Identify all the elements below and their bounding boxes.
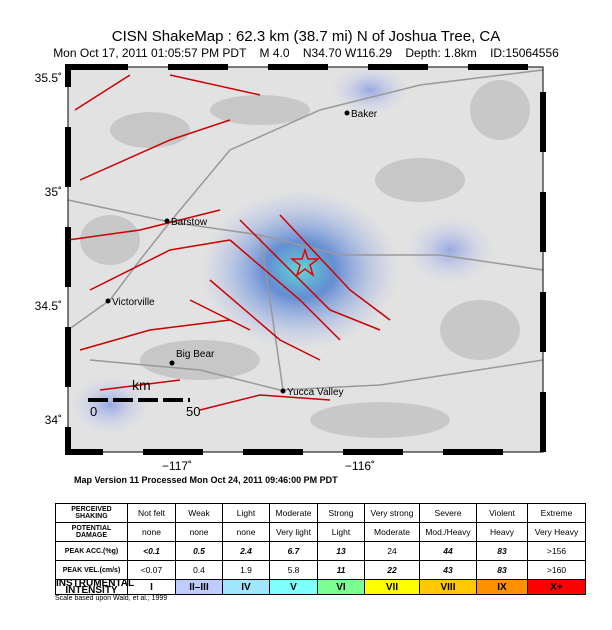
legend-cell: Extreme xyxy=(527,503,586,523)
city-label: Baker xyxy=(351,109,378,120)
lat-label: 34˚ xyxy=(45,413,62,427)
legend-row: INSTRUMENTAL INTENSITY I II–III IV V VI VII VII… xyxy=(55,578,586,596)
lat-label: 34.5˚ xyxy=(35,299,62,313)
scale-end: 50 xyxy=(186,404,200,419)
map: 35.5˚ 35˚ 34.5˚ 34˚ −117˚ −116˚ Baker Barstow Vi… xyxy=(35,64,546,473)
legend-cell: 1.9 xyxy=(222,560,270,580)
map-version: Map Version 11 Processed Mon Oct 24, 201… xyxy=(74,475,338,485)
legend-cell: Heavy xyxy=(476,522,528,542)
legend-cell: Very strong xyxy=(364,503,420,523)
legend-cell: Moderate xyxy=(269,503,318,523)
legend-cell: Very Heavy xyxy=(527,522,586,542)
legend-cell: Moderate xyxy=(364,522,420,542)
legend-cell: 6.7 xyxy=(269,541,318,561)
subtitle: Mon Oct 17, 2011 01:05:57 PM PDT M 4.0 N… xyxy=(53,46,559,60)
legend-cell: Strong xyxy=(317,503,365,523)
row-header: PERCEIVED SHAKING xyxy=(55,503,128,523)
legend-cell: 44 xyxy=(419,541,477,561)
legend-cell: VIII xyxy=(419,579,477,595)
city-label: Big Bear xyxy=(176,349,215,360)
legend-cell: 83 xyxy=(476,560,528,580)
legend-cell: none xyxy=(127,522,176,542)
lat-label: 35.5˚ xyxy=(35,71,62,85)
legend-cell: 0.4 xyxy=(175,560,223,580)
legend-cell: VII xyxy=(364,579,420,595)
city-dot xyxy=(280,388,286,394)
city-dot xyxy=(164,218,170,224)
legend-cell: >160 xyxy=(527,560,586,580)
city-dot xyxy=(344,110,350,116)
legend-cell: 43 xyxy=(419,560,477,580)
legend-cell: 5.8 xyxy=(269,560,318,580)
legend-cell: Weak xyxy=(175,503,223,523)
faults xyxy=(67,74,391,411)
scale-note: Scale based upon Wald, et al.; 1999 xyxy=(55,595,168,602)
legend-cell: Severe xyxy=(419,503,477,523)
legend-cell: Light xyxy=(222,503,270,523)
legend-cell: VI xyxy=(317,579,365,595)
intensity-area xyxy=(70,375,150,435)
legend-row: PEAK VEL.(cm/s) <0.07 0.4 1.9 5.8 11 22 43 83 >16… xyxy=(55,560,586,580)
city-label: Victorville xyxy=(112,297,155,308)
intensity-legend: PERCEIVED SHAKING Not felt Weak Light Modera… xyxy=(55,503,586,596)
legend-cell: none xyxy=(222,522,270,542)
city-dot xyxy=(169,360,175,366)
lat-label: 35˚ xyxy=(45,185,62,199)
city-label: Yucca Valley xyxy=(287,387,344,398)
legend-cell: 2.4 xyxy=(222,541,270,561)
terrain xyxy=(80,80,530,438)
legend-row: POTENTIAL DAMAGE none none none Very light Li… xyxy=(55,522,586,542)
legend-row: PERCEIVED SHAKING Not felt Weak Light Modera… xyxy=(55,503,586,523)
scale-unit: km xyxy=(132,377,151,393)
legend-cell: 22 xyxy=(364,560,420,580)
intensity-area xyxy=(405,215,495,285)
legend-cell: Violent xyxy=(476,503,528,523)
legend-cell: Mod./Heavy xyxy=(419,522,477,542)
legend-cell: IX xyxy=(476,579,528,595)
legend-cell: 24 xyxy=(364,541,420,561)
legend-cell: X+ xyxy=(527,579,586,595)
legend-row: PEAK ACC.(%g) <0.1 0.5 2.4 6.7 13 24 44 83 >156 xyxy=(55,541,586,561)
legend-cell: 13 xyxy=(317,541,365,561)
legend-cell: 0.5 xyxy=(175,541,223,561)
row-header: INSTRUMENTAL INTENSITY xyxy=(55,578,135,596)
legend-cell: II–III xyxy=(175,579,223,595)
title: CISN ShakeMap : 62.3 km (38.7 mi) N of J… xyxy=(111,28,501,45)
city-dot xyxy=(105,298,111,304)
legend-cell: Not felt xyxy=(127,503,176,523)
legend-cell: <0.07 xyxy=(127,560,176,580)
legend-cell: IV xyxy=(222,579,270,595)
legend-cell: V xyxy=(269,579,318,595)
legend-cell: Very light xyxy=(269,522,318,542)
epicenter xyxy=(289,247,321,277)
legend-cell: 11 xyxy=(317,560,365,580)
legend-cell: 83 xyxy=(476,541,528,561)
legend-cell: Light xyxy=(317,522,365,542)
row-header: POTENTIAL DAMAGE xyxy=(55,522,128,542)
lon-label: −116˚ xyxy=(345,459,375,473)
legend-cell: none xyxy=(175,522,223,542)
roads xyxy=(67,69,544,391)
row-header: PEAK ACC.(%g) xyxy=(55,541,128,561)
city-label: Barstow xyxy=(171,217,208,228)
legend-cell: I xyxy=(127,579,176,595)
map-border xyxy=(65,64,546,455)
row-header: PEAK VEL.(cm/s) xyxy=(55,560,128,580)
legend-cell: >156 xyxy=(527,541,586,561)
legend-cell: <0.1 xyxy=(127,541,176,561)
scale-start: 0 xyxy=(90,404,97,419)
lon-label: −117˚ xyxy=(162,459,192,473)
